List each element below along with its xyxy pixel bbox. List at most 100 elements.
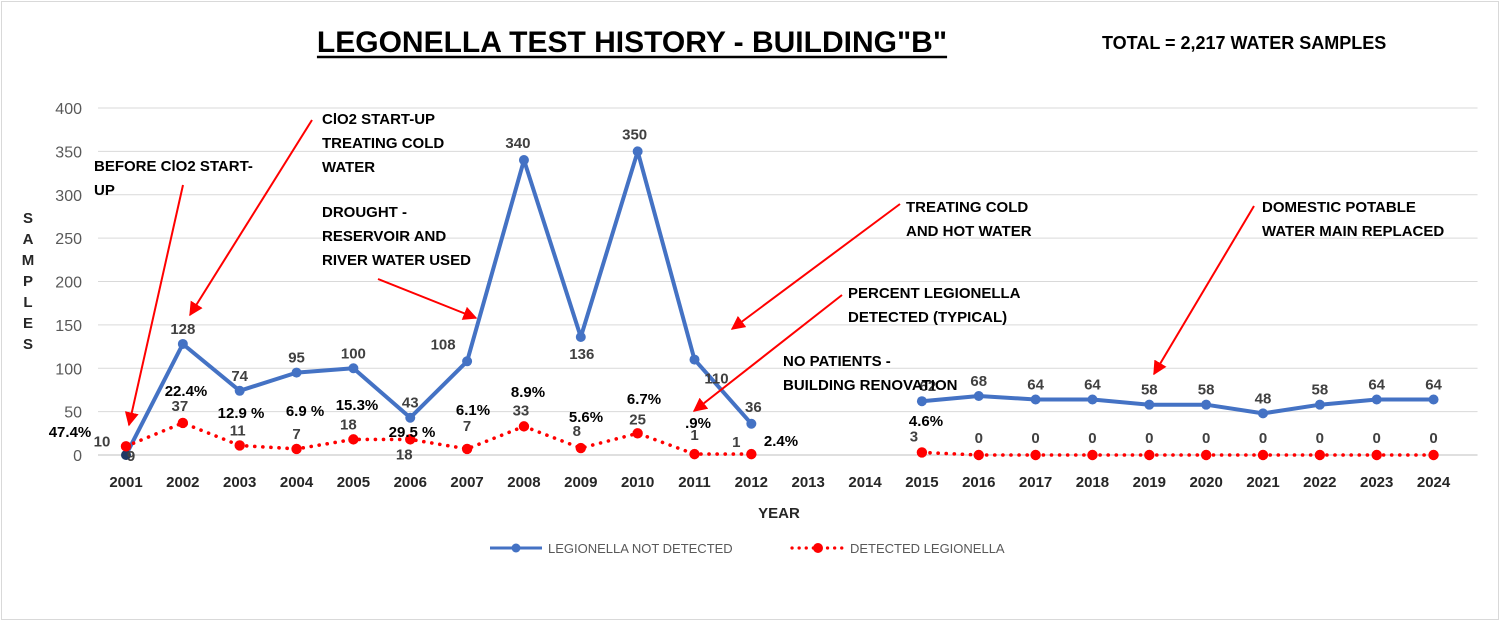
y-tick-label: 150 (55, 318, 82, 335)
y-tick-label: 350 (55, 144, 82, 161)
data-label-not-detected: 64 (1084, 376, 1101, 393)
detected-point (348, 434, 359, 445)
data-label-not-detected: 74 (231, 368, 248, 385)
data-label-not-detected: 350 (622, 126, 647, 143)
x-tick-label: 2008 (507, 474, 540, 491)
drought-arrow (377, 278, 478, 320)
percent-detected-label: 2.4% (764, 433, 798, 450)
y-axis-title-letter: S (23, 210, 33, 227)
y-axis-title-letter: A (23, 231, 34, 248)
annotation-text-drought: DROUGHT - (322, 204, 407, 221)
percent-detected-label: 5.6% (569, 409, 603, 426)
data-label-detected: 7 (292, 426, 300, 443)
x-tick-label: 2002 (166, 474, 199, 491)
not-detected-point (632, 146, 643, 157)
data-label-detected: 37 (172, 398, 189, 415)
x-tick-label: 2015 (905, 474, 938, 491)
detected-point (575, 442, 586, 454)
x-tick-label: 2012 (735, 474, 768, 491)
data-label-detected: 0 (1316, 430, 1324, 447)
annotation-text-no-patients: NO PATIENTS - (783, 353, 891, 370)
percent-detected-label: 22.4% (165, 383, 208, 400)
percent-detected-label: 6.9 % (286, 403, 324, 420)
main-replaced-arrow (1153, 205, 1255, 376)
percent-detected-label: 8.9% (511, 384, 545, 401)
x-tick-label: 2009 (564, 474, 597, 491)
data-label-not-detected: 100 (341, 345, 366, 362)
data-label-detected: 25 (629, 411, 646, 428)
not-detected-point (234, 385, 245, 396)
data-label-detected: 0 (1088, 430, 1096, 447)
detected-point (1200, 449, 1212, 461)
detected-point (518, 421, 530, 432)
data-label-not-detected: 108 (431, 336, 456, 353)
x-tick-label: 2022 (1303, 474, 1336, 491)
legend-label-detected: DETECTED LEGIONELLA (850, 541, 1005, 556)
detected-point (632, 428, 643, 439)
not-detected-point (1428, 394, 1439, 405)
y-tick-label: 0 (73, 448, 82, 465)
detected-point (1030, 449, 1041, 461)
total-samples-note: TOTAL = 2,217 WATER SAMPLES (1102, 33, 1386, 53)
not-detected-point (462, 356, 473, 367)
not-detected-point (177, 338, 188, 349)
x-tick-label: 2005 (337, 474, 370, 491)
annotation-text-drought: RESERVOIR AND (322, 228, 446, 245)
clo2-startup-arrow (189, 119, 313, 317)
y-axis-title-letter: L (23, 294, 32, 311)
not-detected-point (121, 450, 131, 460)
detected-point (1144, 449, 1155, 461)
not-detected-point (689, 354, 700, 365)
x-tick-label: 2021 (1246, 474, 1279, 491)
x-tick-label: 2020 (1189, 474, 1222, 491)
data-label-not-detected: 64 (1425, 376, 1442, 393)
annotation-text-treating-hot: AND HOT WATER (906, 223, 1032, 240)
data-label-detected: 11 (230, 422, 246, 439)
detected-point (177, 417, 189, 429)
y-tick-label: 250 (55, 231, 82, 248)
annotation-text-main-replaced: WATER MAIN REPLACED (1262, 223, 1444, 240)
not-detected-point (1258, 408, 1268, 419)
percent-detected-label: 6.7% (627, 391, 661, 408)
data-label-not-detected: 340 (505, 135, 530, 152)
x-tick-label: 2004 (280, 474, 314, 491)
treating-hot-arrow (730, 203, 901, 330)
not-detected-point (1087, 394, 1098, 405)
data-label-detected: 8 (573, 423, 581, 440)
not-detected-point (405, 412, 416, 423)
data-label-not-detected: 110 (704, 371, 728, 388)
data-label-not-detected: 36 (745, 399, 762, 416)
data-label-not-detected: 48 (1255, 390, 1272, 407)
before-startup-arrow (124, 184, 184, 427)
percent-detected-label: 47.4% (49, 424, 92, 441)
annotation-text-clo2-startup: ClO2 START-UP (322, 111, 435, 128)
data-label-detected: 0 (1259, 430, 1267, 447)
y-axis-title-letter: M (22, 252, 35, 269)
detected-point (1314, 449, 1326, 461)
detected-point (405, 434, 416, 445)
data-label-detected: 0 (1373, 430, 1381, 447)
annotation-text-treating-hot: TREATING COLD (906, 199, 1028, 216)
annotation-text-no-patients: BUILDING RENOVATION (783, 377, 957, 394)
data-label-detected: 0 (1145, 430, 1153, 447)
annotation-text-percent-typical: DETECTED (TYPICAL) (848, 309, 1007, 326)
not-detected-point (1371, 394, 1382, 405)
data-label-detected: 0 (1031, 430, 1039, 447)
annotation-text-before-clo2: UP (94, 182, 115, 199)
data-label-not-detected: 9 (127, 448, 135, 465)
detected-point (973, 449, 984, 461)
not-detected-point (1201, 399, 1212, 410)
annotation-text-percent-typical: PERCENT LEGIONELLA (848, 285, 1021, 302)
legend-label-not-detected: LEGIONELLA NOT DETECTED (548, 541, 733, 556)
detected-point (1087, 449, 1098, 461)
percent-typical-arrow (692, 294, 843, 412)
data-label-detected: 3 (910, 428, 918, 445)
detected-point (461, 443, 473, 455)
x-tick-label: 2014 (848, 474, 882, 491)
data-label-detected: 0 (1202, 430, 1210, 447)
annotation-text-drought: RIVER WATER USED (322, 252, 471, 269)
x-tick-label: 2007 (450, 474, 483, 491)
detected-point (234, 440, 245, 451)
percent-detected-label: 12.9 % (218, 405, 265, 422)
